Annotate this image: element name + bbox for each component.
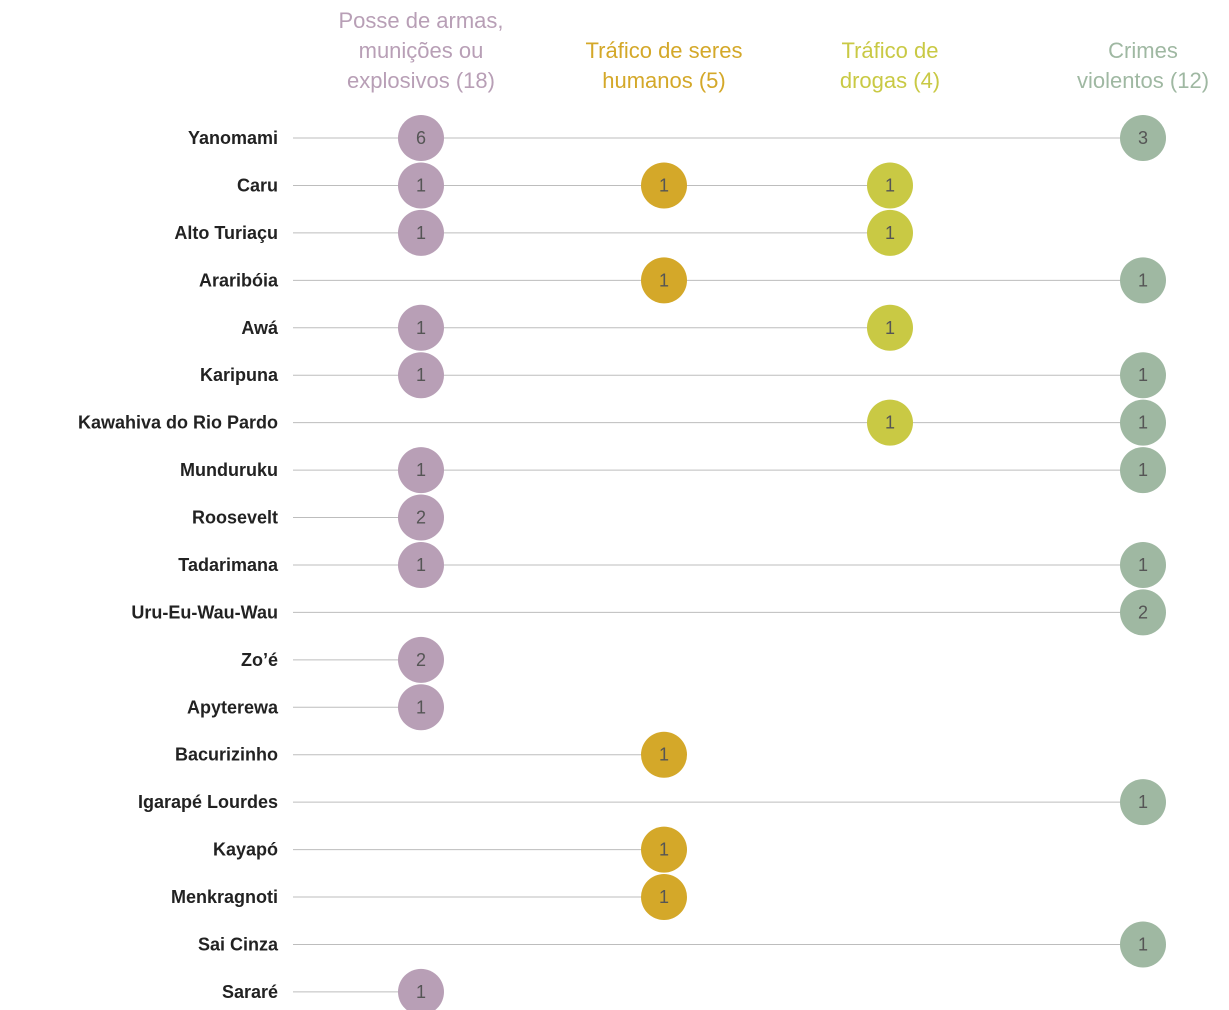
dot-label: 1 [416, 223, 426, 243]
dot [398, 494, 444, 541]
row-label: Kawahiva do Rio Pardo [78, 413, 278, 433]
dot-label: 1 [1138, 365, 1148, 385]
dot-label: 1 [416, 697, 426, 717]
dot [1120, 399, 1166, 446]
dot-label: 2 [416, 650, 426, 670]
dot [641, 826, 687, 873]
row-label: Roosevelt [192, 508, 278, 528]
dot-label: 1 [1138, 555, 1148, 575]
row-label: Sararé [222, 982, 278, 1002]
column-header: Posse de armas, munições ou explosivos (… [338, 8, 504, 93]
dot-label: 1 [1138, 270, 1148, 290]
dot-label: 1 [416, 365, 426, 385]
dot-label: 1 [885, 413, 895, 433]
row-label: Yanomami [188, 128, 278, 148]
dot [1120, 541, 1166, 588]
dot-label: 1 [885, 223, 895, 243]
dot [867, 304, 913, 351]
dot-label: 1 [416, 318, 426, 338]
row-label: Apyterewa [187, 697, 279, 717]
row-label: Awá [241, 318, 279, 338]
dot-label: 1 [416, 460, 426, 480]
dot-label: 1 [659, 270, 669, 290]
dot [398, 162, 444, 209]
dot [641, 731, 687, 778]
dot-label: 1 [659, 745, 669, 765]
dot-label: 2 [1138, 602, 1148, 622]
dot [398, 636, 444, 683]
dot [641, 874, 687, 921]
row-label: Bacurizinho [175, 745, 278, 765]
dot [867, 162, 913, 209]
dot-label: 1 [1138, 792, 1148, 812]
dot [1120, 447, 1166, 494]
dot [398, 684, 444, 731]
dot-label: 1 [416, 982, 426, 1002]
row-label: Zo’é [241, 650, 278, 670]
dot-label: 1 [659, 840, 669, 860]
dot [641, 257, 687, 304]
dot [1120, 257, 1166, 304]
dot [867, 209, 913, 256]
dot [398, 115, 444, 161]
row-label: Araribóia [199, 270, 279, 290]
row-label: Caru [237, 175, 278, 195]
row-label: Igarapé Lourdes [138, 792, 278, 812]
dot [398, 304, 444, 351]
dot [398, 352, 444, 399]
row-label: Sai Cinza [198, 934, 279, 954]
dot-label: 3 [1138, 128, 1148, 148]
dot-label: 1 [659, 887, 669, 907]
dot [398, 968, 444, 1010]
dot-label: 1 [885, 175, 895, 195]
column-header: Crimes violentos (12) [1076, 38, 1210, 93]
column-header: Tráfico de drogas (4) [839, 38, 941, 93]
row-label: Uru-Eu-Wau-Wau [131, 602, 278, 622]
row-label: Tadarimana [178, 555, 279, 575]
dot-label: 1 [1138, 934, 1148, 954]
dot-label: 1 [1138, 413, 1148, 433]
row-label: Alto Turiaçu [174, 223, 278, 243]
column-header: Tráfico de seres humanos (5) [585, 38, 743, 93]
dot [398, 209, 444, 256]
dot [1120, 921, 1166, 968]
dot [398, 541, 444, 588]
dot [1120, 115, 1166, 161]
dot-label: 6 [416, 128, 426, 148]
row-label: Menkragnoti [171, 887, 278, 907]
dot [1120, 589, 1166, 636]
row-label: Munduruku [180, 460, 278, 480]
row-label: Kayapó [213, 840, 278, 860]
row-label: Karipuna [200, 365, 279, 385]
dot-label: 1 [1138, 460, 1148, 480]
dot-label: 2 [416, 508, 426, 528]
dot [867, 399, 913, 446]
dot [641, 162, 687, 209]
dot-label: 1 [885, 318, 895, 338]
dot [1120, 352, 1166, 399]
dot [1120, 779, 1166, 826]
dot-label: 1 [416, 175, 426, 195]
dot [398, 447, 444, 494]
dot-label: 1 [659, 175, 669, 195]
dot-label: 1 [416, 555, 426, 575]
